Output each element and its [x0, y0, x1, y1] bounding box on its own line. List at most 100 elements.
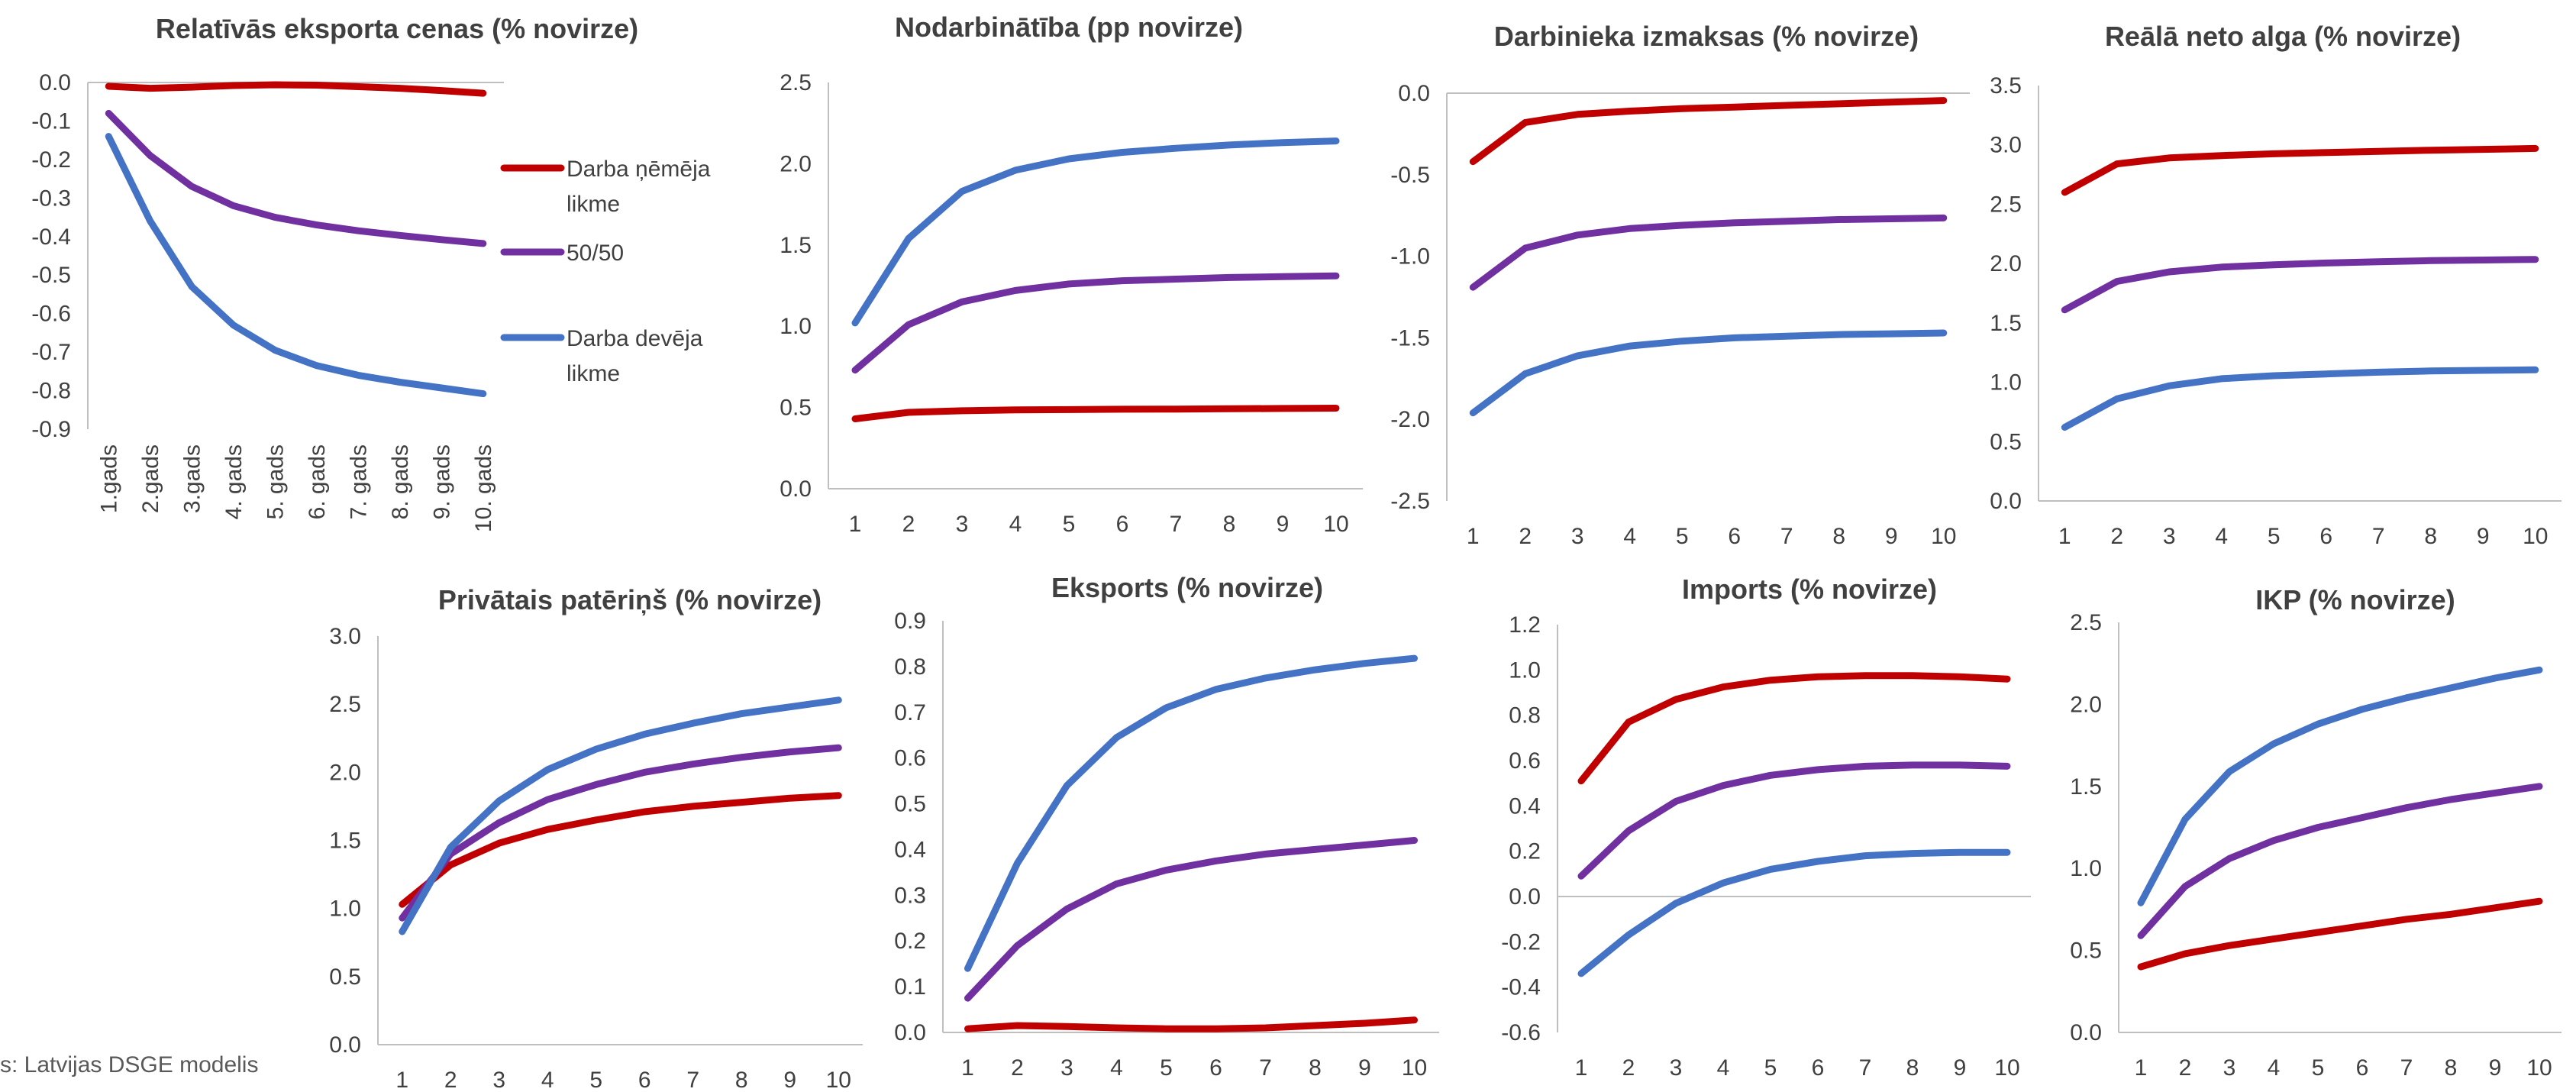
- y-tick-label: -0.6: [31, 302, 71, 327]
- x-tick-label: 4. gads: [221, 444, 247, 519]
- chart-2: Nodarbinātība (pp novirze) 2.5 2.0 1.5 1.0 0.…: [780, 11, 1363, 537]
- y-tick-label: 0.6: [1509, 748, 1541, 774]
- x-tick-label: 5: [1764, 1055, 1777, 1081]
- y-tick-label: 1.5: [2070, 774, 2102, 800]
- series-line: [1577, 848, 2011, 977]
- source-note: s: Latvijas DSGE modelis: [0, 1052, 258, 1077]
- chart-title: Darbinieka izmaksas (% novirze): [1494, 21, 1919, 52]
- x-tick-label: 1: [395, 1068, 408, 1092]
- y-tick-label: 2.5: [2070, 610, 2102, 635]
- x-tick-label: 8. gads: [388, 444, 413, 519]
- y-tick-label: 0.4: [894, 837, 926, 862]
- x-tick-label: 6: [638, 1068, 651, 1092]
- series-line: [2061, 144, 2539, 196]
- x-tick-label: 2: [2179, 1055, 2192, 1081]
- x-tick-label: 3: [2163, 524, 2176, 549]
- y-tick-label: -0.3: [31, 186, 71, 211]
- y-tick-label: 0.5: [780, 396, 812, 421]
- chart-title: Reālā neto alga (% novirze): [2105, 21, 2461, 52]
- chart-1: Relatīvās eksporta cenas (% novirze) 0.0 -…: [31, 13, 638, 532]
- x-tick-label: 8: [1832, 524, 1845, 549]
- y-tick-label: 0.0: [329, 1032, 361, 1058]
- series-line: [964, 837, 1418, 1002]
- x-tick-label: 9. gads: [429, 444, 454, 519]
- x-tick-label: 10: [1323, 512, 1348, 537]
- x-tick-label: 7: [2372, 524, 2385, 549]
- series-line: [2061, 366, 2539, 431]
- x-tick-label: 2: [1622, 1055, 1635, 1081]
- y-tick-label: 0.0: [780, 477, 812, 502]
- x-tick-label: 5: [2268, 524, 2281, 549]
- x-tick-label: 6: [1209, 1055, 1222, 1081]
- x-tick-label: 4: [541, 1068, 554, 1092]
- x-tick-label: 7: [1259, 1055, 1272, 1081]
- x-tick-label: 2: [1011, 1055, 1024, 1081]
- x-tick-label: 1: [849, 512, 862, 537]
- x-tick-label: 1: [1467, 524, 1480, 549]
- y-tick-label: 2.5: [1990, 192, 2022, 217]
- series-line: [2137, 897, 2543, 971]
- y-tick-label: -0.4: [31, 225, 71, 250]
- chart-7: Imports (% novirze) 1.2 1.0 0.8 0.6 0.4 0.2 0.0…: [1501, 573, 2031, 1081]
- y-tick-label: 0.1: [894, 974, 926, 1000]
- x-tick-label: 6: [1116, 512, 1129, 537]
- series-line: [2137, 783, 2543, 939]
- y-tick-label: -1.0: [1390, 244, 1430, 270]
- x-tick-label: 2: [444, 1068, 457, 1092]
- x-tick-label: 4: [2268, 1055, 2281, 1081]
- y-tick-label: -0.6: [1501, 1020, 1541, 1045]
- x-tick-label: 3: [492, 1068, 505, 1092]
- series-line: [1469, 97, 1948, 166]
- x-tick-label: 10: [2526, 1055, 2552, 1081]
- x-tick-label: 5: [2312, 1055, 2325, 1081]
- series-line: [1469, 214, 1948, 291]
- x-tick-label: 7: [1170, 512, 1183, 537]
- x-tick-label: 8: [1309, 1055, 1322, 1081]
- y-tick-label: 0.0: [1990, 489, 2022, 514]
- y-tick-label: -0.1: [31, 108, 71, 134]
- x-tick-label: 8: [735, 1068, 748, 1092]
- x-tick-label: 6: [2356, 1055, 2369, 1081]
- x-tick-label: 1: [2058, 524, 2071, 549]
- chart-8: IKP (% novirze) 2.5 2.0 1.5 1.0 0.5 0.0 1 2 3 4 5 6 7…: [2070, 584, 2561, 1081]
- x-tick-label: 10: [1994, 1055, 2019, 1081]
- y-tick-label: -1.5: [1390, 325, 1430, 351]
- x-tick-label: 8: [2445, 1055, 2458, 1081]
- x-tick-label: 3.gads: [179, 444, 205, 513]
- y-tick-label: 2.5: [780, 70, 812, 95]
- y-tick-label: -2.5: [1390, 489, 1430, 514]
- x-tick-label: 3: [1060, 1055, 1073, 1081]
- x-tick-label: 7: [1780, 524, 1793, 549]
- series-line: [399, 744, 842, 922]
- x-tick-label: 4: [1110, 1055, 1123, 1081]
- series-line: [2061, 256, 2539, 314]
- x-tick-label: 2: [902, 512, 915, 537]
- x-tick-label: 5: [1160, 1055, 1173, 1081]
- x-tick-label: 9: [1885, 524, 1898, 549]
- x-tick-label: 6: [2319, 524, 2332, 549]
- series-line: [399, 696, 842, 935]
- y-tick-label: 0.8: [1509, 703, 1541, 729]
- chart-6: Eksports (% novirze) 0.9 0.8 0.7 0.6 0.5 0.4 0.…: [894, 572, 1439, 1081]
- x-tick-label: 2: [2110, 524, 2123, 549]
- y-tick-label: 0.5: [1990, 429, 2022, 454]
- series-line: [399, 792, 842, 908]
- chart-3: Darbinieka izmaksas (% novirze) 0.0 -0.5 -1…: [1390, 21, 1970, 549]
- y-tick-label: 1.2: [1509, 612, 1541, 638]
- charts-layer: Relatīvās eksporta cenas (% novirze) 0.0 -…: [31, 11, 2561, 1092]
- y-tick-label: 0.4: [1509, 793, 1541, 819]
- y-tick-label: 2.0: [2070, 692, 2102, 717]
- x-tick-label: 7: [1859, 1055, 1872, 1081]
- y-tick-label: -0.7: [31, 340, 71, 365]
- x-tick-label: 3: [1670, 1055, 1683, 1081]
- chart-title: Nodarbinātība (pp novirze): [895, 11, 1243, 43]
- x-tick-label: 9: [1358, 1055, 1371, 1081]
- y-tick-label: 2.0: [1990, 251, 2022, 276]
- x-tick-label: 5. gads: [263, 444, 288, 519]
- series-line: [851, 272, 1340, 374]
- x-tick-label: 2.gads: [138, 444, 163, 513]
- series-line: [964, 654, 1418, 972]
- series-line: [1469, 329, 1948, 417]
- x-tick-label: 6: [1728, 524, 1741, 549]
